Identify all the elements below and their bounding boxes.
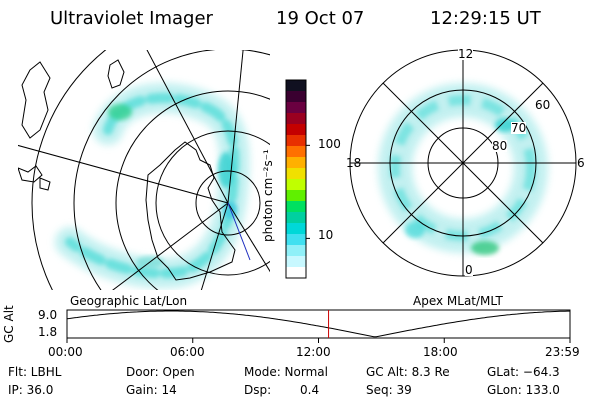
colorbar-swatch xyxy=(286,157,306,169)
mlat-label-70: 70 xyxy=(511,121,527,135)
colorbar-swatch xyxy=(286,91,306,103)
timeline-ytick-high: 9.0 xyxy=(38,308,58,322)
colorbar-swatch xyxy=(286,113,306,125)
timeline-axis-label: GC Alt xyxy=(2,305,16,343)
date-label: 19 Oct 07 xyxy=(276,8,365,29)
colorbar-swatch xyxy=(286,146,306,158)
colorbar-swatch xyxy=(286,80,306,92)
colorbar-unit-label: photon cm⁻²s⁻¹ xyxy=(261,149,275,242)
mlat-label-60: 60 xyxy=(535,98,551,112)
geo-coastlines xyxy=(18,59,236,281)
info-glat: GLat: −64.3 xyxy=(487,365,560,379)
colorbar-swatch xyxy=(286,212,306,224)
colorbar-swatch xyxy=(286,267,306,279)
geo-longitude-lines xyxy=(18,50,270,290)
colorbar-tick-100: 100 xyxy=(318,137,341,151)
info-gain: Gain: 14 xyxy=(126,383,177,397)
apex-polar-panel xyxy=(349,49,577,277)
colorbar-swatch xyxy=(286,168,306,180)
timeline-xtick-1800: 18:00 xyxy=(423,345,458,359)
mlt-label-0: 0 xyxy=(465,263,473,277)
info-filter: Flt: LBHL xyxy=(8,365,62,379)
timeline-xtick-2359: 23:59 xyxy=(545,345,580,359)
geo-latitude-circles xyxy=(31,50,270,290)
colorbar-swatch xyxy=(286,190,306,202)
geo-aurora-oval xyxy=(55,82,250,289)
colorbar xyxy=(285,79,310,279)
mlat-label-80: 80 xyxy=(492,139,508,153)
info-glon: GLon: 133.0 xyxy=(487,383,560,397)
info-seq: Seq: 39 xyxy=(366,383,412,397)
colorbar-tick-10: 10 xyxy=(318,228,334,242)
timeline-xtick-0000: 00:00 xyxy=(48,345,83,359)
timeline-xtick-0600: 06:00 xyxy=(170,345,205,359)
timeline-ytick-low: 1.8 xyxy=(38,325,58,339)
info-dsp-value: 0.4 xyxy=(300,383,320,397)
info-gc-alt: GC Alt: 8.3 Re xyxy=(366,365,450,379)
geo-caption: Geographic Lat/Lon xyxy=(70,294,188,308)
timeline-xtick-1200: 12:00 xyxy=(296,345,331,359)
info-mode: Mode: Normal xyxy=(244,365,328,379)
time-label: 12:29:15 UT xyxy=(430,8,541,29)
colorbar-swatch xyxy=(286,223,306,235)
colorbar-swatch xyxy=(286,201,306,213)
colorbar-swatch xyxy=(286,179,306,191)
instrument-title: Ultraviolet Imager xyxy=(50,8,213,29)
colorbar-frame xyxy=(285,79,307,279)
sun-direction-line xyxy=(227,202,251,261)
colorbar-swatch xyxy=(286,256,306,268)
geographic-map-panel xyxy=(18,50,270,290)
colorbar-swatch xyxy=(286,124,306,136)
mlt-label-6: 6 xyxy=(577,156,585,170)
colorbar-swatch xyxy=(286,234,306,246)
colorbar-swatch xyxy=(286,102,306,114)
altitude-timeline xyxy=(66,309,571,343)
info-dsp-label: Dsp: xyxy=(244,383,272,397)
mlt-label-12: 12 xyxy=(458,47,474,61)
colorbar-swatch xyxy=(286,245,306,257)
mlt-label-18: 18 xyxy=(346,156,362,170)
info-door: Door: Open xyxy=(126,365,195,379)
apex-caption: Apex MLat/MLT xyxy=(413,294,503,308)
info-ip: IP: 36.0 xyxy=(8,383,54,397)
polar-grid xyxy=(349,49,577,277)
colorbar-swatch xyxy=(286,135,306,147)
